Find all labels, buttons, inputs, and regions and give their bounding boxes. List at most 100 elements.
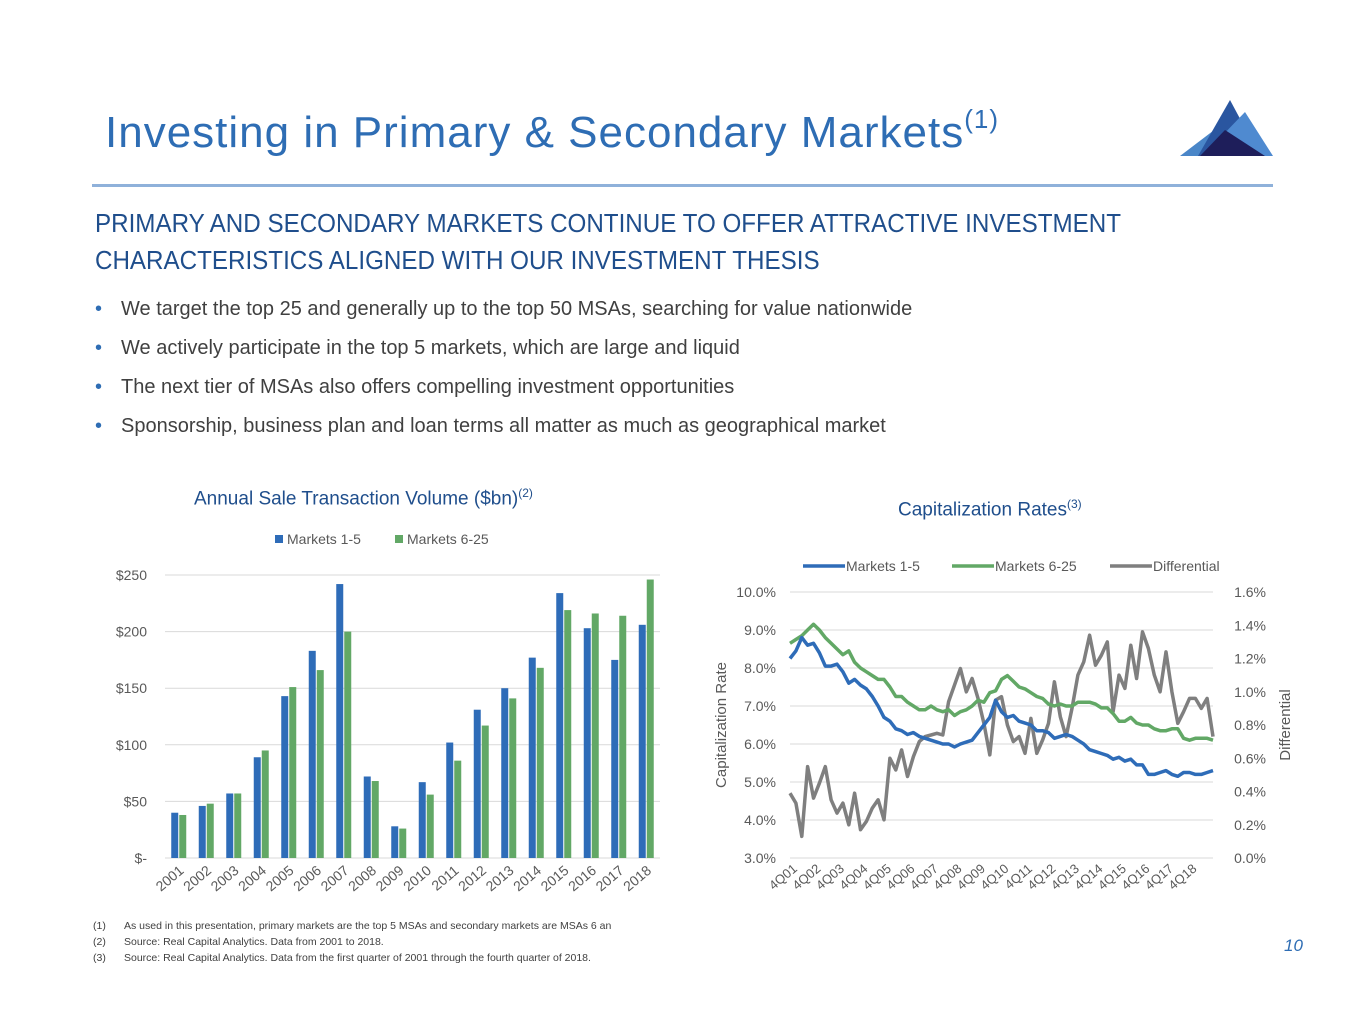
y2-tick-label: 1.2% bbox=[1234, 651, 1266, 667]
bullet-item: • Sponsorship, business plan and loan ter… bbox=[95, 415, 912, 454]
x-tick-label: 2011 bbox=[428, 862, 462, 894]
x-tick-label: 2005 bbox=[263, 862, 297, 894]
y-tick-label: 4.0% bbox=[744, 812, 776, 828]
y-tick-label: 5.0% bbox=[744, 774, 776, 790]
bar-markets-6-25 bbox=[426, 794, 434, 858]
x-tick-label: 2001 bbox=[153, 862, 187, 894]
bar-markets-6-25 bbox=[619, 615, 627, 858]
bullet-icon: • bbox=[95, 415, 103, 437]
bar-markets-1-5 bbox=[336, 584, 344, 858]
series-line-markets-6-25 bbox=[789, 622, 1214, 742]
y-tick-label: 3.0% bbox=[744, 850, 776, 866]
legend-swatch bbox=[275, 535, 283, 543]
y2-tick-label: 0.8% bbox=[1234, 717, 1266, 733]
bar-markets-1-5 bbox=[253, 757, 261, 858]
chart-title-footnote-ref: (2) bbox=[518, 486, 533, 500]
chart-title-text: Capitalization Rates bbox=[898, 499, 1067, 521]
bar-markets-6-25 bbox=[289, 687, 297, 858]
footnote-text: Source: Real Capital Analytics. Data fro… bbox=[124, 952, 591, 964]
bullet-icon: • bbox=[95, 376, 103, 398]
bar-chart-title: Annual Sale Transaction Volume ($bn)(2) bbox=[194, 486, 533, 510]
mountain-logo-icon bbox=[1180, 100, 1273, 156]
bar-markets-6-25 bbox=[646, 579, 654, 858]
legend-label: Markets 1-5 bbox=[287, 531, 361, 547]
x-tick-label: 2018 bbox=[620, 862, 654, 894]
x-tick-label: 2014 bbox=[510, 862, 544, 894]
footnote-text: Source: Real Capital Analytics. Data fro… bbox=[124, 936, 384, 948]
bar-markets-1-5 bbox=[611, 659, 619, 858]
bar-markets-1-5 bbox=[198, 805, 206, 858]
bar-markets-1-5 bbox=[501, 688, 509, 858]
bar-markets-1-5 bbox=[363, 776, 371, 858]
bullet-item: • We actively participate in the top 5 ma… bbox=[95, 337, 912, 376]
section-subheading: PRIMARY AND SECONDARY MARKETS CONTINUE T… bbox=[95, 205, 1121, 279]
y2-tick-label: 0.0% bbox=[1234, 850, 1266, 866]
x-tick-label: 2002 bbox=[180, 862, 214, 894]
bar-markets-1-5 bbox=[638, 624, 646, 858]
bar-markets-6-25 bbox=[234, 793, 242, 858]
y-tick-label: 7.0% bbox=[744, 698, 776, 714]
chart-title-footnote-ref: (3) bbox=[1066, 497, 1082, 511]
footnote: (3) Source: Real Capital Analytics. Data … bbox=[93, 952, 591, 964]
legend-label: Markets 1-5 bbox=[846, 558, 920, 574]
bullet-text: Sponsorship, business plan and loan term… bbox=[121, 415, 886, 437]
bullet-icon: • bbox=[95, 337, 103, 359]
x-tick-label: 2007 bbox=[318, 862, 352, 894]
series-line-differential bbox=[788, 630, 1215, 839]
page-number: 10 bbox=[1284, 936, 1303, 955]
bar-markets-6-25 bbox=[344, 631, 352, 858]
bullet-icon: • bbox=[95, 298, 103, 320]
legend-swatch bbox=[395, 535, 403, 543]
y-tick-label: $150 bbox=[116, 680, 147, 696]
bar-markets-1-5 bbox=[226, 793, 234, 858]
x-tick-label: 2012 bbox=[455, 862, 489, 894]
bar-markets-1-5 bbox=[583, 628, 591, 858]
y-tick-label: 10.0% bbox=[736, 584, 776, 600]
footnote-number: (3) bbox=[93, 952, 106, 964]
y2-tick-label: 1.0% bbox=[1234, 684, 1266, 700]
y-tick-label: 9.0% bbox=[744, 622, 776, 638]
y-tick-label: $250 bbox=[116, 567, 147, 583]
y2-tick-label: 1.4% bbox=[1234, 617, 1266, 633]
footnote: (2) Source: Real Capital Analytics. Data … bbox=[93, 936, 384, 948]
x-tick-label: 4Q18 bbox=[1165, 861, 1199, 893]
line-chart: 3.0% 4.0% 5.0% 6.0% 7.0% 8.0% 9.0% 10.0% 0.0% 0.2… bbox=[713, 558, 1294, 893]
y2-tick-label: 0.6% bbox=[1234, 750, 1266, 766]
y2-tick-label: 0.4% bbox=[1234, 784, 1266, 800]
bullet-text: The next tier of MSAs also offers compel… bbox=[121, 376, 735, 398]
y-tick-label: 8.0% bbox=[744, 660, 776, 676]
bar-markets-6-25 bbox=[564, 610, 572, 858]
y2-tick-label: 1.6% bbox=[1234, 584, 1266, 600]
x-tick-label: 2017 bbox=[593, 862, 627, 894]
x-tick-label: 2013 bbox=[483, 862, 517, 894]
bar-markets-6-25 bbox=[261, 750, 269, 858]
bar-markets-1-5 bbox=[281, 696, 289, 858]
x-tick-label: 2010 bbox=[400, 862, 434, 894]
x-tick-label: 2004 bbox=[235, 862, 269, 894]
bar-markets-6-25 bbox=[316, 670, 324, 858]
bar-markets-1-5 bbox=[391, 826, 399, 858]
bullet-text: We actively participate in the top 5 mar… bbox=[121, 337, 740, 359]
line-chart-title: Capitalization Rates(3) bbox=[898, 497, 1082, 521]
y-tick-label: $- bbox=[135, 850, 148, 866]
footnote-number: (2) bbox=[93, 936, 106, 948]
bar-markets-1-5 bbox=[446, 742, 454, 858]
series-line-markets-1-5 bbox=[788, 635, 1214, 779]
x-tick-label: 2009 bbox=[373, 862, 407, 894]
bar-markets-1-5 bbox=[171, 812, 179, 858]
chart-title-text: Annual Sale Transaction Volume ($bn) bbox=[194, 488, 519, 510]
bullet-item: • The next tier of MSAs also offers compe… bbox=[95, 376, 912, 415]
title-divider bbox=[92, 184, 1273, 187]
subheading-line: CHARACTERISTICS ALIGNED WITH OUR INVESTM… bbox=[95, 245, 820, 275]
bar-markets-1-5 bbox=[418, 782, 426, 858]
legend-label: Markets 6-25 bbox=[995, 558, 1077, 574]
y2-tick-label: 0.2% bbox=[1234, 817, 1266, 833]
footnote: (1) As used in this presentation, primary… bbox=[93, 920, 611, 932]
title-footnote-ref: (1) bbox=[964, 104, 999, 134]
bar-markets-6-25 bbox=[371, 781, 379, 858]
bar-markets-6-25 bbox=[454, 760, 462, 858]
y-tick-label: $200 bbox=[116, 624, 147, 640]
x-tick-label: 2008 bbox=[345, 862, 379, 894]
bar-markets-6-25 bbox=[179, 814, 187, 858]
